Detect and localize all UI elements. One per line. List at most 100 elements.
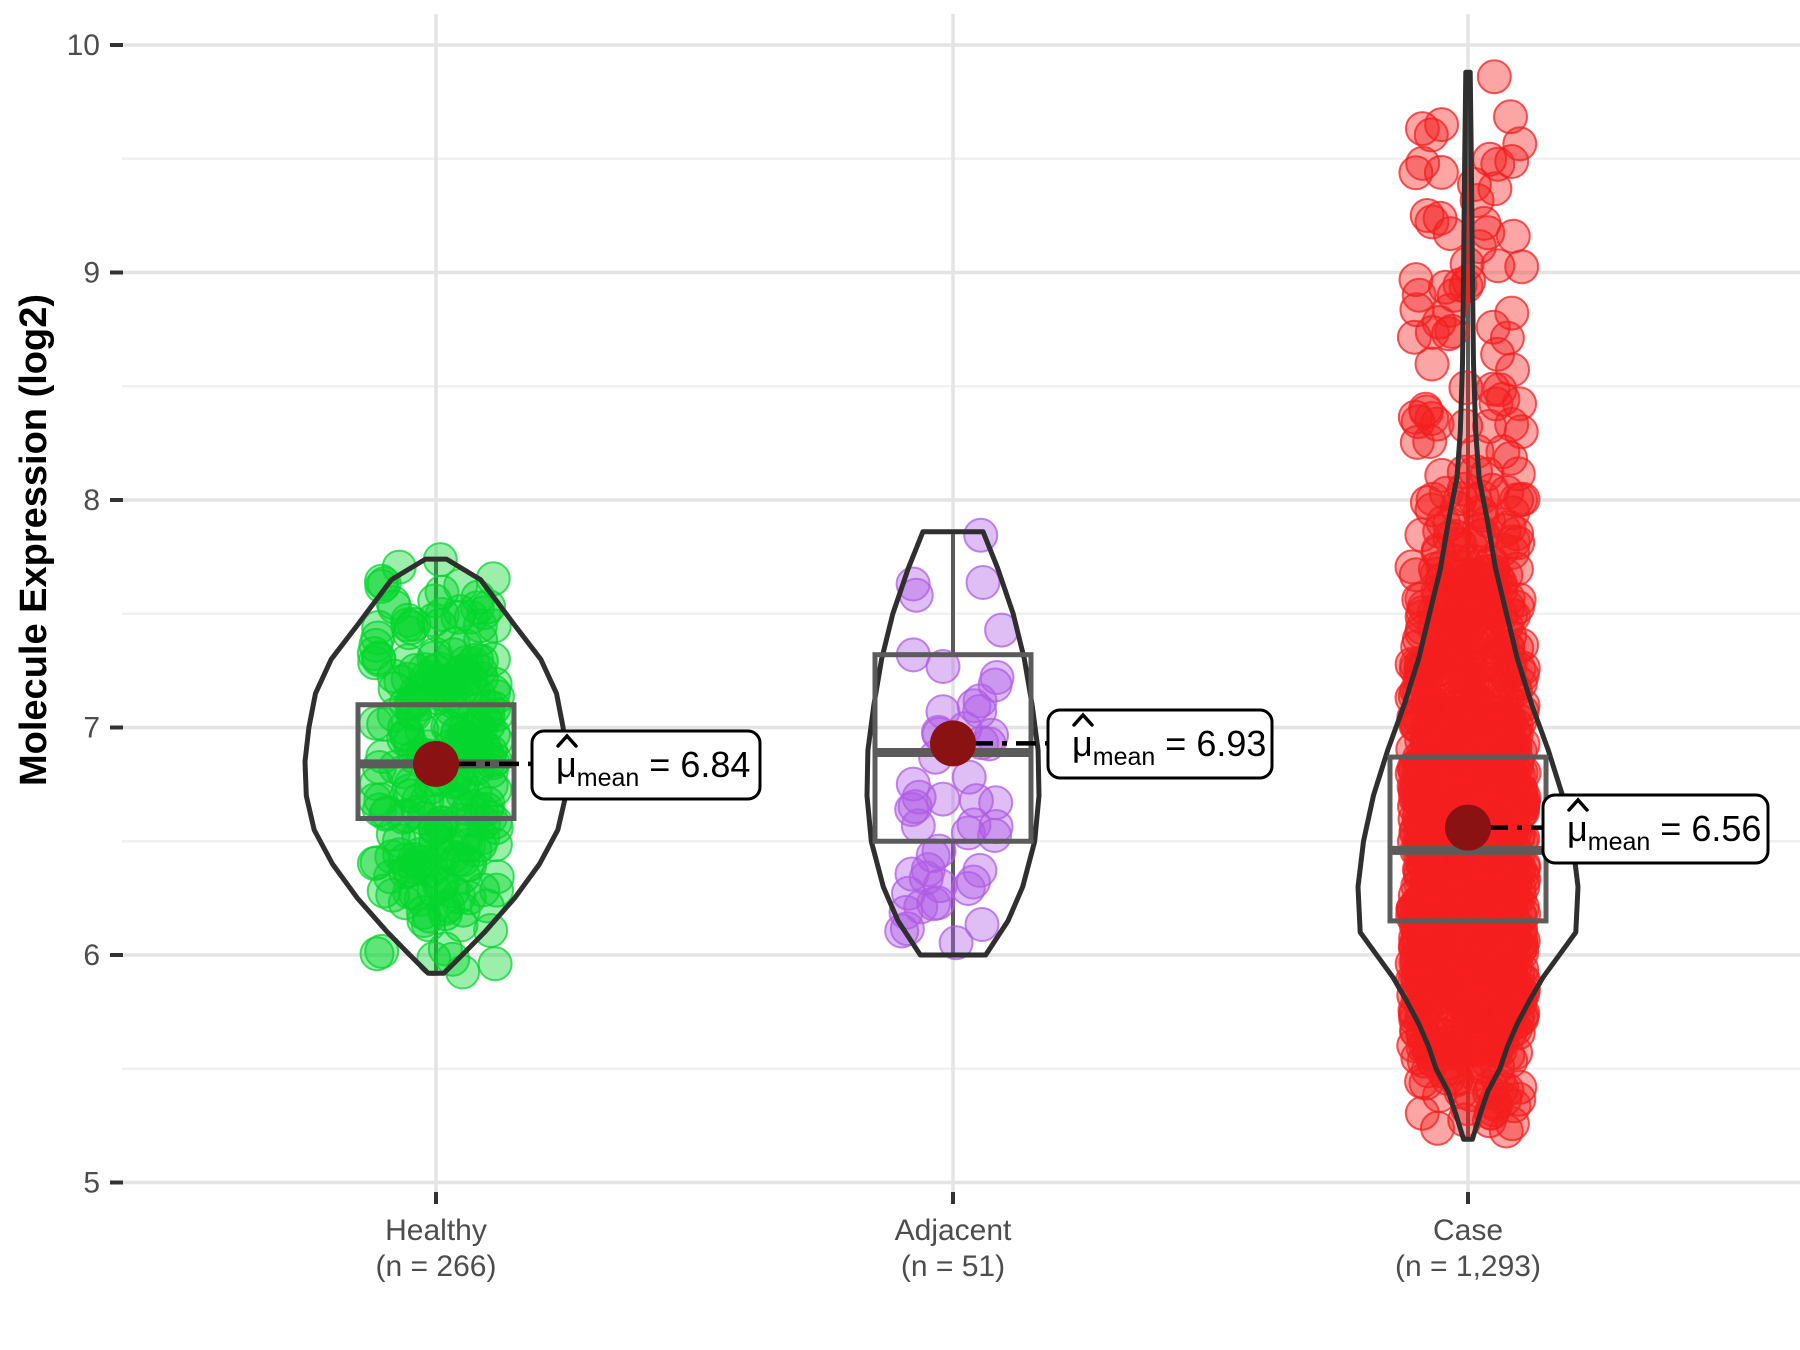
y-tick-label: 6 — [83, 939, 100, 972]
jitter-point — [1490, 948, 1526, 984]
jitter-point — [962, 852, 998, 888]
jitter-point — [479, 872, 515, 908]
jitter-point — [962, 694, 998, 729]
jitter-point — [915, 838, 951, 874]
mean-label-case: μmean = 6.56 — [1541, 793, 1770, 865]
jitter-point — [1487, 1081, 1523, 1117]
jitter-point — [1432, 216, 1468, 252]
jitter-point — [1491, 509, 1527, 545]
jitter-point — [1405, 935, 1440, 970]
jitter-point — [410, 907, 446, 943]
jitter-point — [473, 913, 509, 948]
x-tick-label-n: (n = 51) — [901, 1250, 1005, 1283]
group-case — [1355, 59, 1581, 1149]
mean-dot — [413, 740, 459, 787]
jitter-point — [455, 645, 491, 681]
jitter-point — [387, 710, 422, 746]
jitter-point — [393, 610, 429, 646]
jitter-point — [447, 719, 482, 755]
jitter-point — [1466, 747, 1502, 783]
jitter-point — [1420, 1110, 1455, 1146]
mean-dot — [930, 720, 976, 767]
jitter-point — [1461, 696, 1497, 732]
x-tick-label-group: Adjacent — [895, 1214, 1012, 1247]
y-axis-title-text: Molecule Expression (log2) — [13, 294, 55, 786]
jitter-points-case — [1394, 59, 1542, 1149]
jitter-point — [427, 931, 463, 967]
y-tick-label: 10 — [67, 29, 100, 62]
axis-tick-labels: 10 9 8 7 6 5 Healthy(n = 266) Adjacent(n = 51) C… — [67, 29, 1541, 1283]
jitter-point — [357, 782, 393, 818]
jitter-point — [424, 867, 460, 903]
x-tick-label-group: Healthy — [385, 1214, 487, 1247]
jitter-point — [1440, 682, 1476, 718]
jitter-point — [1472, 408, 1507, 444]
jitter-point — [1399, 292, 1435, 328]
jitter-point — [1480, 146, 1516, 182]
y-tick-label: 8 — [83, 484, 100, 517]
jitter-point — [1495, 218, 1531, 254]
jitter-point — [427, 896, 463, 932]
jitter-point — [406, 903, 442, 938]
x-tick-label-n: (n = 266) — [376, 1250, 497, 1283]
jitter-point — [453, 661, 489, 697]
jitter-point — [1470, 215, 1506, 251]
boxplot-box — [872, 652, 1034, 844]
jitter-point — [955, 864, 991, 900]
jitter-point — [1463, 1049, 1499, 1085]
mean-label-healthy: μmean = 6.84 — [530, 729, 762, 801]
jitter-point — [1415, 481, 1451, 517]
jitter-point — [359, 936, 395, 972]
jitter-point — [1439, 995, 1475, 1031]
jitter-point — [399, 674, 435, 709]
jitter-point — [1424, 107, 1460, 143]
jitter-point — [1475, 309, 1511, 345]
jitter-point — [950, 871, 986, 906]
jitter-point — [442, 594, 478, 629]
jitter-point — [1421, 646, 1457, 681]
jitter-point — [965, 565, 1001, 600]
jitter-point — [422, 608, 457, 643]
jitter-point — [938, 925, 974, 961]
group-healthy — [302, 542, 570, 990]
jitter-point — [1431, 967, 1467, 1003]
jitter-point — [1407, 801, 1443, 837]
jitter-point — [1405, 145, 1441, 181]
jitter-point — [1434, 603, 1470, 639]
jitter-point — [1408, 391, 1444, 427]
mean-dot — [1445, 804, 1491, 851]
jitter-point — [1398, 155, 1434, 191]
jitter-point — [1404, 1095, 1440, 1131]
jitter-point — [462, 608, 498, 644]
jitter-point — [386, 721, 422, 757]
jitter-point — [1401, 277, 1437, 313]
axis-tick-marks — [110, 43, 1470, 1204]
mean-label-adjacent: μmean = 6.93 — [1046, 708, 1274, 780]
jitter-point — [455, 674, 491, 709]
jitter-point — [891, 875, 926, 911]
jitter-point — [1502, 386, 1538, 422]
jitter-point — [964, 907, 1000, 942]
jitter-point — [1414, 346, 1450, 382]
jitter-point — [1503, 911, 1539, 947]
jitter-point — [1500, 456, 1536, 492]
jitter-point — [1502, 126, 1538, 162]
jitter-point — [1476, 59, 1512, 95]
x-tick-label-n: (n = 1,293) — [1395, 1250, 1541, 1283]
jitter-point — [416, 602, 452, 638]
jitter-point — [1409, 198, 1445, 233]
jitter-point — [477, 946, 513, 982]
jitter-point — [1423, 154, 1459, 190]
y-tick-label: 5 — [83, 1167, 100, 1200]
jitter-point — [1413, 693, 1449, 728]
jitter-point — [1504, 249, 1540, 285]
jitter-point — [1493, 99, 1528, 135]
jitter-point — [925, 649, 961, 684]
jitter-point — [1430, 979, 1466, 1015]
jitter-point — [1414, 204, 1450, 240]
jitter-point — [1489, 474, 1525, 510]
jitter-point — [1454, 604, 1490, 640]
data-series — [302, 59, 1581, 1149]
